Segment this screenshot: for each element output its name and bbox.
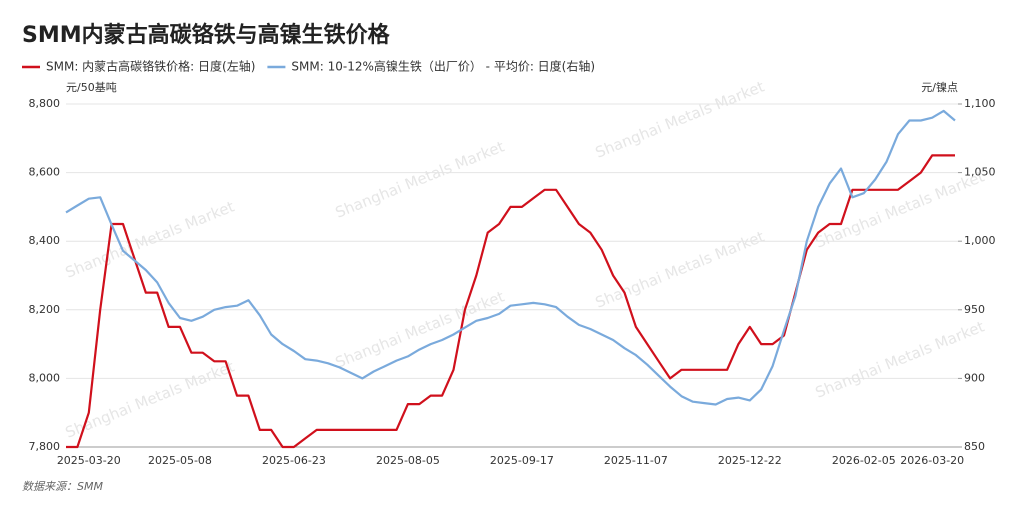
watermark: Shanghai Metals Market [333, 287, 507, 371]
y2-tick-label: 950 [964, 303, 985, 316]
x-tick-label: 2025-12-22 [718, 454, 782, 467]
watermark: Shanghai Metals Market [593, 77, 767, 161]
y-tick-label: 8,000 [29, 371, 61, 384]
legend-label: SMM: 10-12%高镍生铁（出厂价） - 平均价: 日度(右轴) [291, 59, 595, 74]
watermark: Shanghai Metals Market [813, 167, 987, 251]
legend-label: SMM: 内蒙古高碳铬铁价格: 日度(左轴) [46, 59, 255, 74]
x-tick-label: 2025-06-23 [262, 454, 326, 467]
y-tick-label: 8,800 [29, 97, 61, 110]
source-note: 数据来源：SMM [22, 480, 103, 493]
x-tick-label: 2025-05-08 [148, 454, 212, 467]
y-tick-label: 8,400 [29, 234, 61, 247]
x-tick-label: 2026-03-20 [900, 454, 964, 467]
y-tick-label: 8,600 [29, 166, 61, 179]
y-axis-label: 元/50基吨 [66, 81, 117, 94]
watermark: Shanghai Metals Market [593, 227, 767, 311]
y2-tick-label: 1,000 [964, 234, 996, 247]
watermark: Shanghai Metals Market [63, 197, 237, 281]
watermark: Shanghai Metals Market [333, 137, 507, 221]
watermark: Shanghai Metals Market [63, 357, 237, 441]
y-tick-label: 7,800 [29, 440, 61, 453]
x-tick-label: 2025-03-20 [57, 454, 121, 467]
y2-tick-label: 850 [964, 440, 985, 453]
watermark: Shanghai Metals Market [813, 317, 987, 401]
series-line [66, 154, 955, 449]
y2-tick-label: 1,050 [964, 166, 996, 179]
x-tick-label: 2025-08-05 [376, 454, 440, 467]
x-tick-label: 2025-11-07 [604, 454, 668, 467]
series-line [65, 109, 956, 406]
y2-tick-label: 900 [964, 371, 985, 384]
x-tick-label: 2025-09-17 [490, 454, 554, 467]
y2-tick-label: 1,100 [964, 97, 996, 110]
chart-title: SMM内蒙古高碳铬铁与高镍生铁价格 [22, 22, 391, 48]
x-tick-label: 2026-02-05 [832, 454, 896, 467]
y-tick-label: 8,200 [29, 303, 61, 316]
y2-axis-label: 元/镍点 [921, 80, 958, 94]
